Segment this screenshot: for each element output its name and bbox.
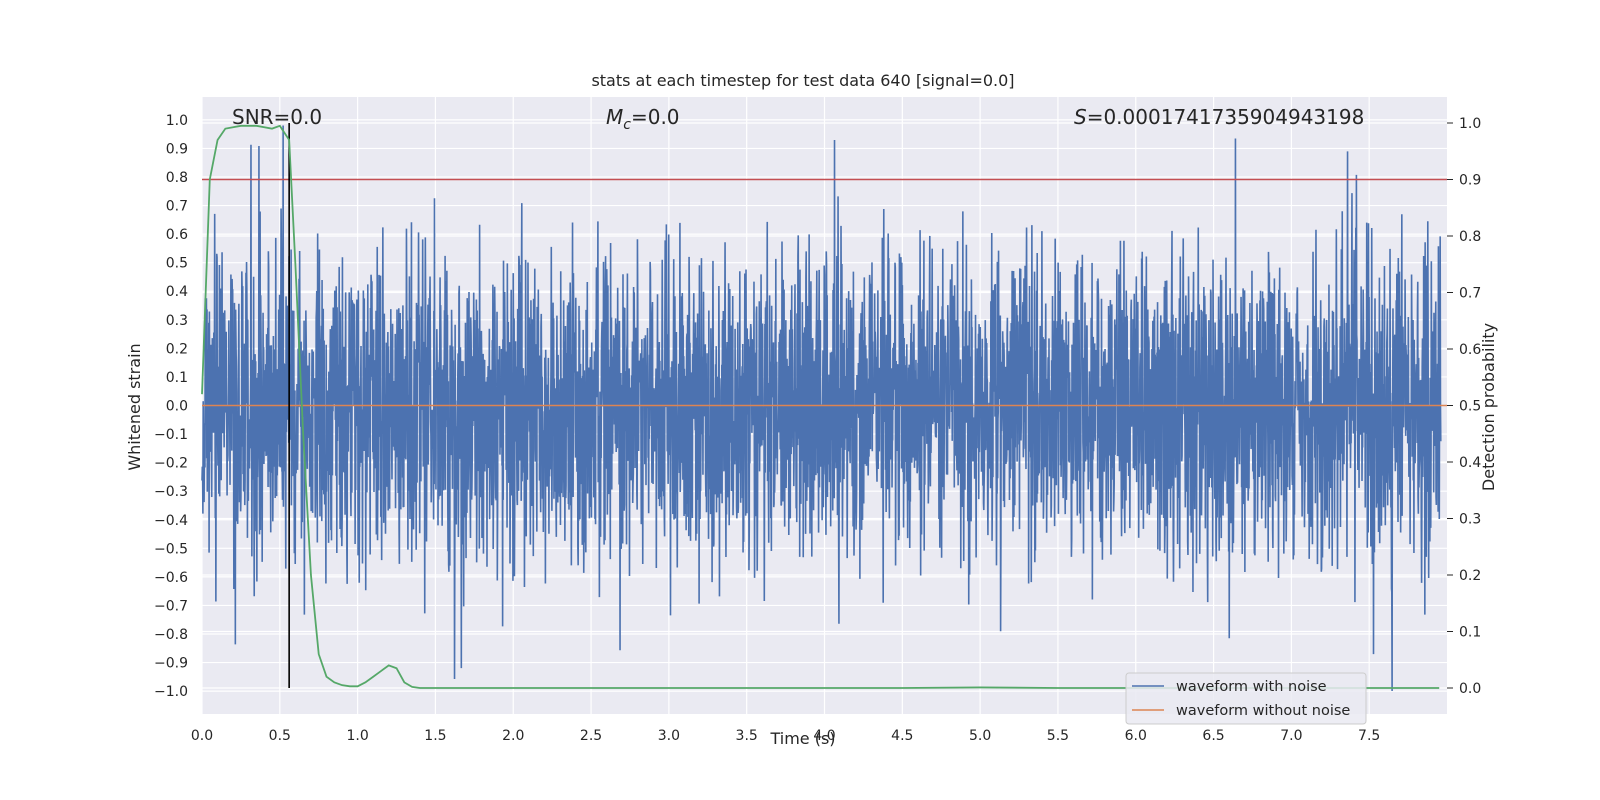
x-tick-label: 2.5	[580, 728, 602, 744]
y2-tick-label: 0.8	[1459, 229, 1481, 245]
y2-tick-label: 0.1	[1459, 625, 1481, 641]
y-tick-label: 0.4	[166, 284, 188, 300]
x-tick-label: 4.5	[891, 728, 913, 744]
x-axis-ticks: 0.0 0.5 1.0 1.5 2.0 2.5 3.0 3.5 4.0 4.5 5.0 5.5 6.0 6…	[191, 728, 1380, 744]
noise-waveform-path	[201, 125, 1442, 691]
x-tick-label: 4.0	[813, 728, 835, 744]
y-tick-label: 0.7	[166, 199, 188, 215]
y-tick-label: 0.5	[166, 256, 188, 272]
x-tick-label: 0.0	[191, 728, 213, 744]
y-tick-label: −0.6	[154, 570, 188, 586]
y-axis-ticks: 1.0 0.9 0.8 0.7 0.6 0.5 0.4 0.3 0.2 0.1 0.0 −0.1 −0.…	[154, 113, 188, 700]
y-tick-label: 0.8	[166, 170, 188, 186]
score-symbol: S	[1074, 105, 1087, 129]
x-tick-label: 6.5	[1202, 728, 1224, 744]
y-tick-label: −0.7	[154, 598, 188, 614]
detection-probability-line	[201, 124, 1440, 689]
x-tick-label: 5.5	[1047, 728, 1069, 744]
x-tick-label: 3.5	[736, 728, 758, 744]
y-tick-label: 0.6	[166, 227, 188, 243]
y-tick-label: −0.4	[154, 513, 188, 529]
y2-tick-label: 1.0	[1459, 116, 1481, 132]
y2-axis-label: Detection probability	[1479, 323, 1498, 491]
y-tick-label: 0.3	[166, 313, 188, 329]
y-tick-label: −0.5	[154, 541, 188, 557]
x-tick-label: 7.0	[1280, 728, 1302, 744]
y-tick-label: 0.1	[166, 370, 188, 386]
y2-axis-ticks: 0.0 0.1 0.2 0.3 0.4 0.5 0.6 0.7 0.8 0.9 1.0	[1447, 116, 1481, 697]
legend-label-noise: waveform with noise	[1176, 679, 1327, 695]
chirp-mass-value: =0.0	[631, 105, 680, 129]
y2-tick-label: 0.6	[1459, 342, 1481, 358]
y-tick-label: −0.1	[154, 427, 188, 443]
x-tick-label: 7.5	[1358, 728, 1380, 744]
y2-tick-label: 0.0	[1459, 681, 1481, 697]
legend-box	[1125, 672, 1367, 725]
y2-tick-label: 0.9	[1459, 172, 1481, 188]
x-tick-label: 1.0	[346, 728, 368, 744]
y-tick-label: −0.2	[154, 456, 188, 472]
y-tick-label: −0.8	[154, 627, 188, 643]
y-axis-label: Whitened strain	[125, 343, 144, 470]
x-tick-label: 2.0	[502, 728, 524, 744]
x-tick-label: 6.0	[1125, 728, 1147, 744]
x-tick-label: 1.5	[424, 728, 446, 744]
y2-tick-label: 0.7	[1459, 285, 1481, 301]
x-tick-label: 3.0	[658, 728, 680, 744]
chart-title: stats at each timestep for test data 640…	[591, 71, 1014, 90]
y2-tick-label: 0.5	[1459, 399, 1481, 415]
y2-tick-label: 0.3	[1459, 512, 1481, 528]
y-tick-label: 1.0	[166, 113, 188, 129]
score-value: =0.0001741735904943198	[1087, 105, 1365, 129]
chirp-mass-symbol: M	[606, 105, 623, 129]
noise-series	[201, 125, 1442, 691]
y2-tick-label: 0.4	[1459, 455, 1481, 471]
y-tick-label: 0.9	[166, 141, 188, 157]
x-tick-label: 5.0	[969, 728, 991, 744]
y-tick-label: −0.9	[154, 656, 188, 672]
y-tick-label: −0.3	[154, 484, 188, 500]
legend-label-clean: waveform without noise	[1176, 703, 1350, 719]
x-tick-label: 0.5	[269, 728, 291, 744]
y-tick-label: −1.0	[154, 684, 188, 700]
y2-tick-label: 0.2	[1459, 568, 1481, 584]
y-tick-label: 0.2	[166, 341, 188, 357]
legend: waveform with noise waveform without noi…	[1125, 672, 1367, 725]
chirp-mass-annotation: Mc=0.0	[606, 105, 680, 133]
snr-annotation: SNR=0.0	[232, 105, 322, 129]
x-axis-label: Time (s)	[769, 729, 835, 748]
y-tick-label: 0.0	[166, 399, 188, 415]
score-annotation: S=0.0001741735904943198	[1074, 105, 1364, 129]
chirp-mass-subscript: c	[623, 117, 631, 133]
